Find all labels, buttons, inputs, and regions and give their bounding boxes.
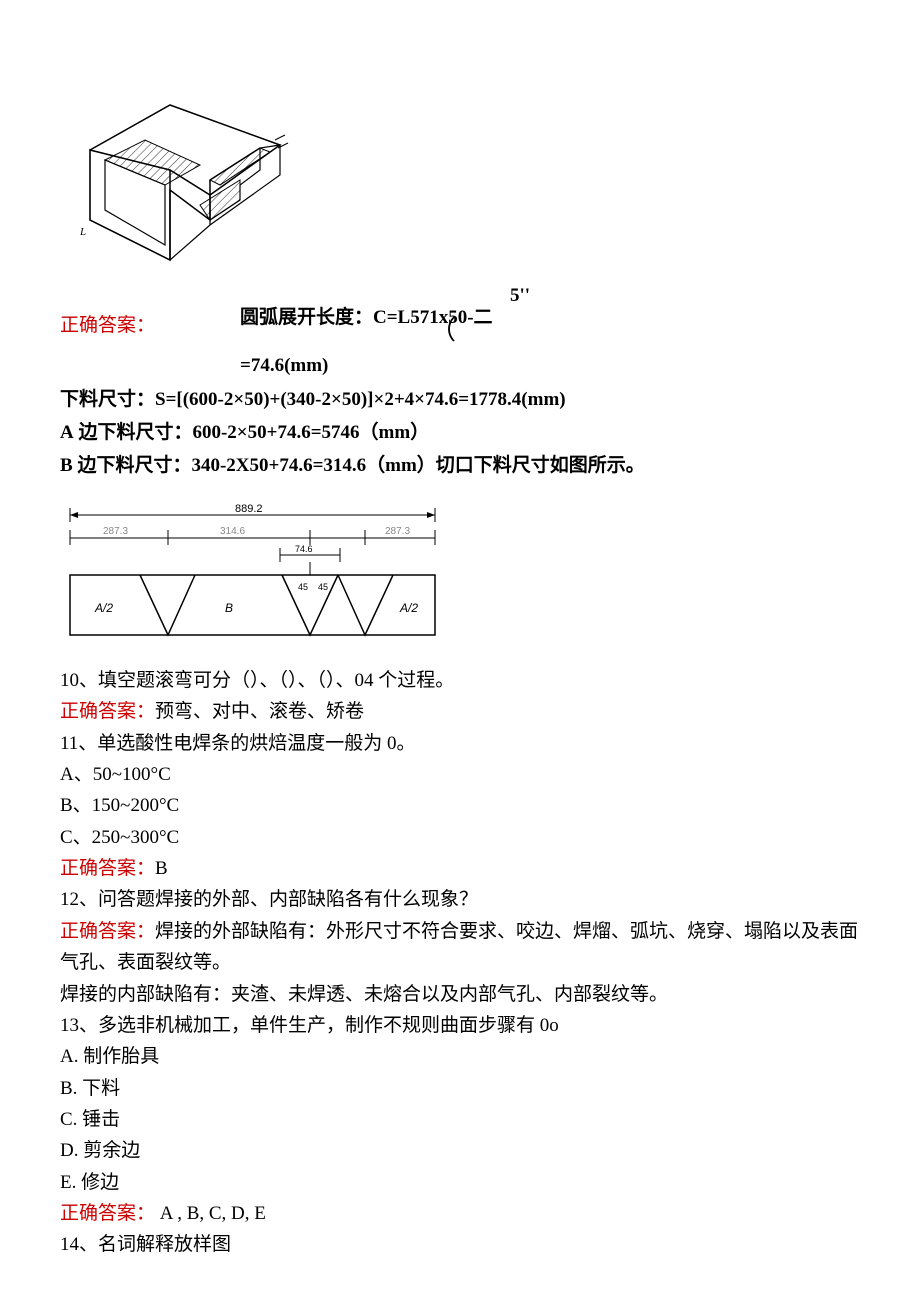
dim1-text: 287.3 (103, 526, 128, 537)
q10-answer-label: 正确答案： (60, 701, 155, 722)
question-10: 10、填空题滚弯可分（）、（）、（）、04 个过程。 正确答案：预弯、对中、滚卷… (60, 665, 860, 728)
five-double-quote: 5'' (510, 280, 530, 311)
dim4-text: 287.3 (385, 526, 410, 537)
angle2-text: 45 (318, 582, 328, 592)
q12-answer-label: 正确答案： (60, 921, 155, 942)
cell-a1: A/2 (94, 601, 113, 615)
b-side-formula: 边下料尺寸：340-2X50+74.6=314.6（mm）切口下料尺寸如图所示。 (73, 455, 645, 476)
a-prefix: A (60, 422, 74, 443)
b-prefix: B (60, 455, 73, 476)
blank-size-formula: 下料尺寸：S=[(600-2×50)+(340-2×50)]×2+4×74.6=… (60, 389, 566, 410)
q11-optA: A、50~100°C (60, 759, 860, 790)
q13-optD: D. 剪余边 (60, 1135, 860, 1166)
q10-answer: 预弯、对中、滚卷、矫卷 (155, 701, 364, 722)
q11-optC: C、250~300°C (60, 822, 860, 853)
q10-text: 10、填空题滚弯可分（）、（）、（）、04 个过程。 (60, 665, 860, 696)
q13-optA: A. 制作胎具 (60, 1041, 860, 1072)
cell-b: B (225, 601, 233, 615)
a-side-formula: 边下料尺寸：600-2×50+74.6=5746（mm） (74, 422, 429, 443)
value-74-6: =74.6(mm) (240, 350, 860, 381)
dim3-text: 74.6 (295, 544, 313, 554)
cell-a2: A/2 (399, 601, 418, 615)
q14-text: 14、名词解释放样图 (60, 1229, 860, 1260)
q13-optE: E. 修边 (60, 1167, 860, 1198)
isometric-bracket-diagram: L (60, 90, 300, 265)
question-11: 11、单选酸性电焊条的烘焙温度一般为 0。 A、50~100°C B、150~2… (60, 728, 860, 885)
correct-answer-label: 正确答案： (60, 310, 155, 341)
q13-optB: B. 下料 (60, 1073, 860, 1104)
diagram-label: L (79, 226, 86, 238)
cutting-layout-diagram: 889.2 287.3 314.6 287.3 74.6 45 45 A/2 B… (60, 500, 445, 645)
question-14: 14、名词解释放样图 (60, 1229, 860, 1260)
q11-answer: B (155, 858, 168, 879)
q13-optC: C. 锤击 (60, 1104, 860, 1135)
q12-answer-1: 焊接的外部缺陷有：外形尺寸不符合要求、咬边、焊熘、弧坑、烧穿、塌陷以及表面气孔、… (60, 921, 858, 973)
angle1-text: 45 (298, 582, 308, 592)
open-paren: （ (430, 310, 456, 353)
formula-block: 5'' 圆弧展开长度：C=L571x50-二 正确答案： （ =74.6(mm)… (60, 280, 860, 481)
q13-answer: A , B, C, D, E (160, 1203, 266, 1224)
q13-text: 13、多选非机械加工，单件生产，制作不规则曲面步骤有 0o (60, 1010, 860, 1041)
dim2-text: 314.6 (220, 526, 245, 537)
question-12: 12、问答题焊接的外部、内部缺陷各有什么现象？ 正确答案：焊接的外部缺陷有：外形… (60, 884, 860, 1009)
question-13: 13、多选非机械加工，单件生产，制作不规则曲面步骤有 0o A. 制作胎具 B.… (60, 1010, 860, 1229)
q11-optB: B、150~200°C (60, 790, 860, 821)
q11-answer-label: 正确答案： (60, 858, 155, 879)
q13-answer-label: 正确答案： (60, 1203, 155, 1224)
q12-answer-2: 焊接的内部缺陷有：夹渣、未焊透、未熔合以及内部气孔、内部裂纹等。 (60, 979, 860, 1010)
top-dim-text: 889.2 (235, 503, 263, 515)
q11-text: 11、单选酸性电焊条的烘焙温度一般为 0。 (60, 728, 860, 759)
q12-text: 12、问答题焊接的外部、内部缺陷各有什么现象？ (60, 884, 860, 915)
